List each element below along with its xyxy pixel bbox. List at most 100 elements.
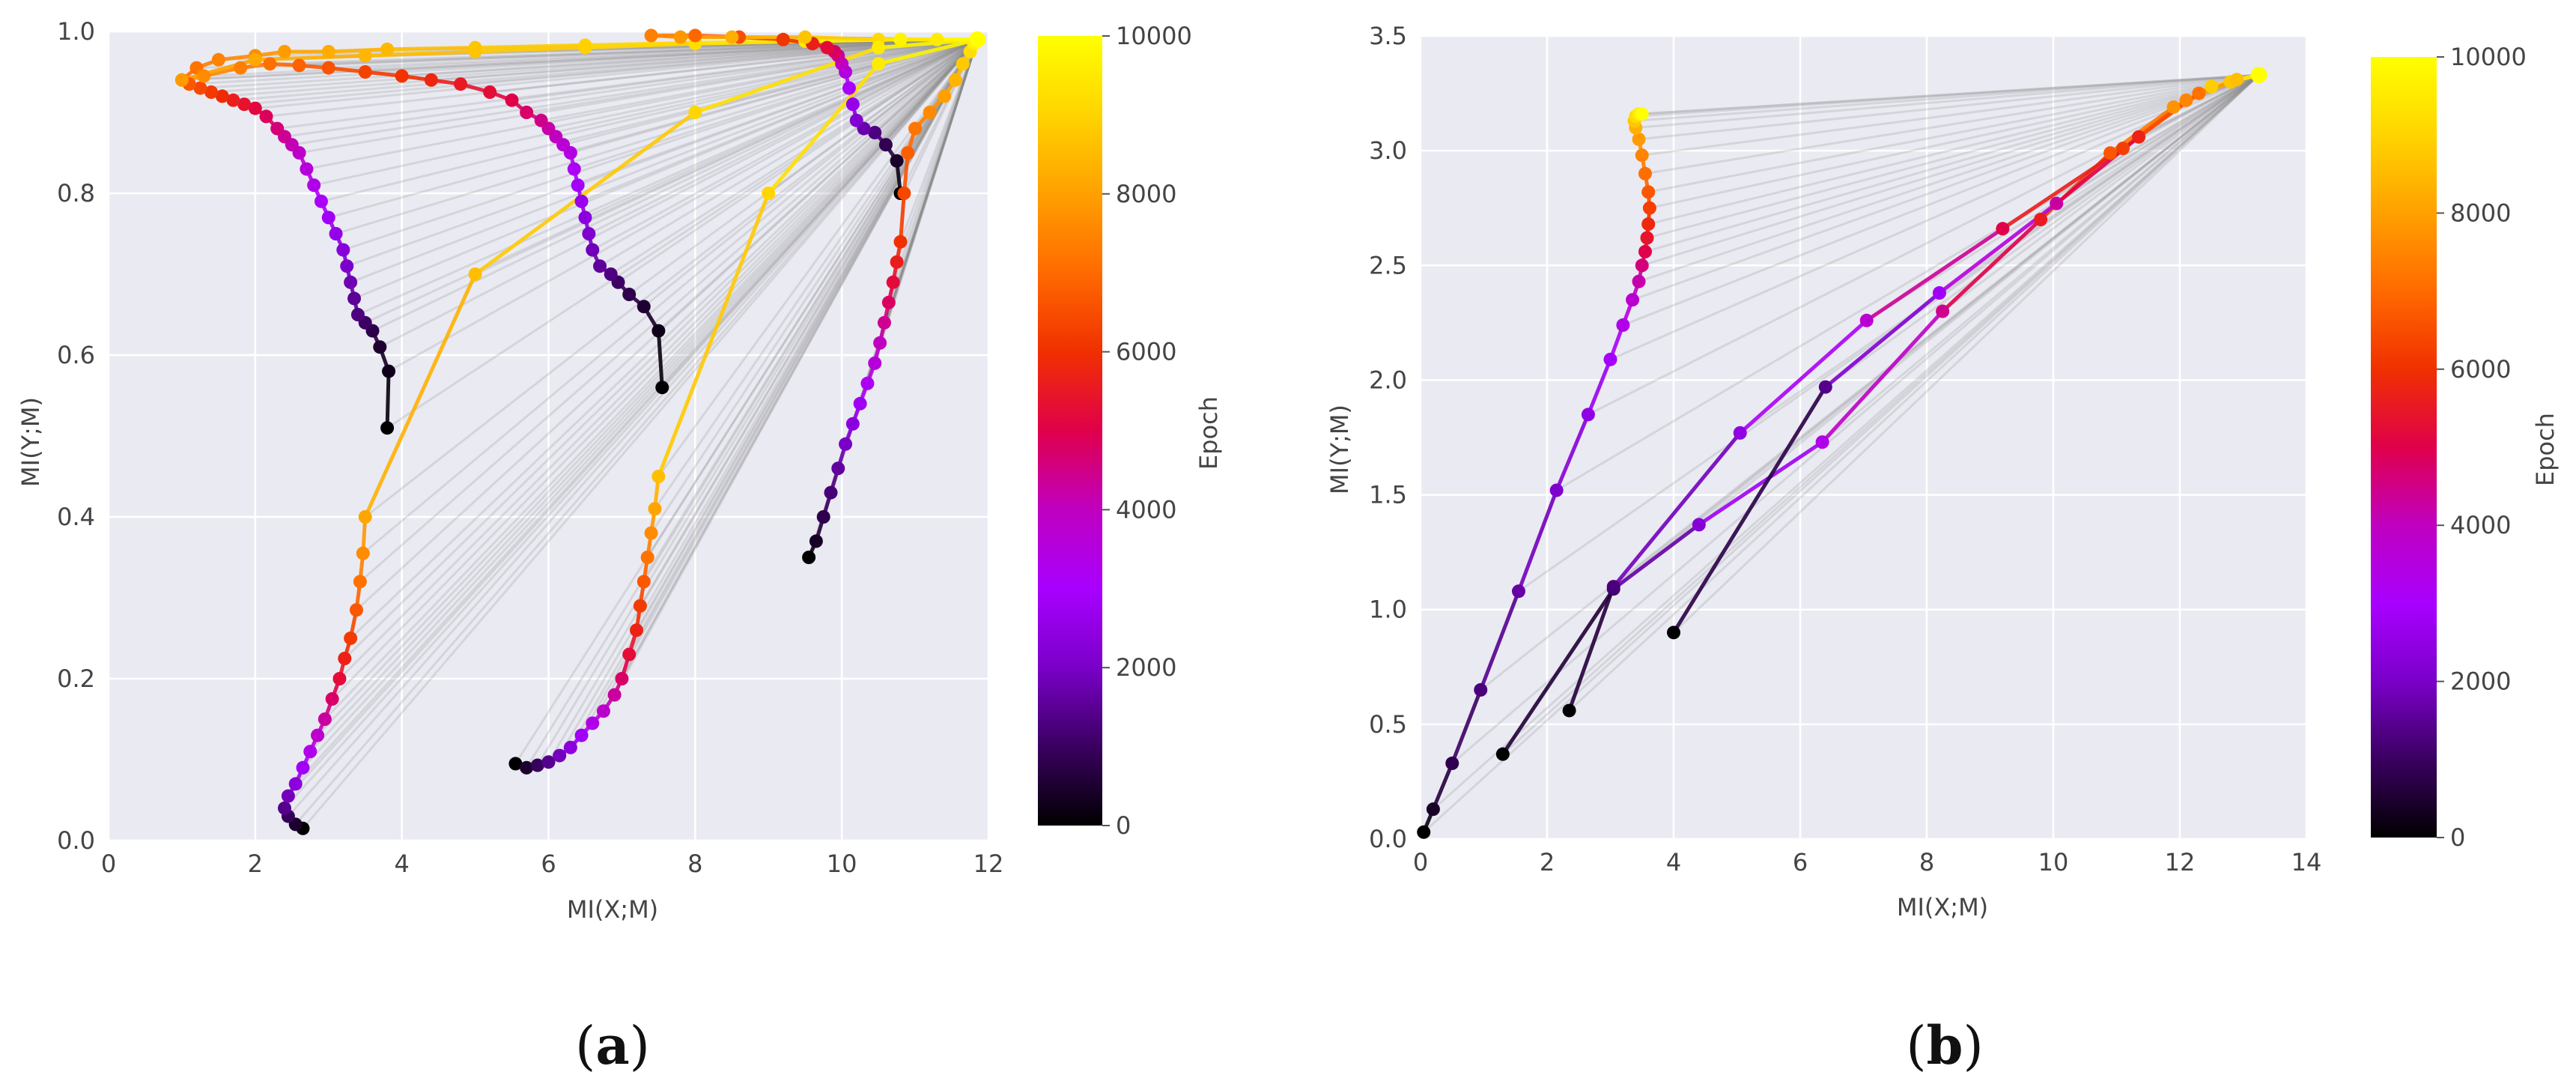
panel-a-colorbar-tick-label: 2000 bbox=[1116, 653, 1176, 682]
panel-a-data-point bbox=[816, 510, 830, 524]
panel-a-data-point bbox=[349, 603, 363, 617]
panel-a-connector-line bbox=[287, 38, 979, 797]
panel-a-data-point bbox=[831, 461, 845, 476]
panel-b-connector-line bbox=[1635, 73, 2259, 130]
panel-a-data-point bbox=[897, 187, 911, 200]
panel-b-data-point bbox=[1616, 318, 1630, 332]
panel-a-data-point bbox=[655, 381, 669, 395]
panel-a-data-point bbox=[336, 243, 350, 257]
panel-b-data-point bbox=[1667, 626, 1680, 640]
panel-a-connector-line bbox=[350, 38, 978, 284]
panel-a-connector-line bbox=[181, 38, 978, 82]
panel-b-data-point bbox=[1932, 286, 1946, 300]
panel-a-x-tick-label: 12 bbox=[973, 850, 1004, 878]
panel-b-connector-line bbox=[1641, 73, 2259, 115]
panel-a-label: (a) bbox=[575, 1014, 650, 1077]
panel-a-data-point bbox=[468, 45, 482, 58]
panel-a-connector-line bbox=[244, 38, 978, 106]
panel-b-connector-line bbox=[1612, 73, 2260, 590]
panel-a-colorbar-tick-label: 10000 bbox=[1116, 22, 1192, 50]
panel-a-colorbar-tick-label: 4000 bbox=[1116, 495, 1176, 524]
panel-a-data-point bbox=[574, 194, 589, 208]
panel-a-trajectory-segment bbox=[899, 193, 906, 242]
panel-a-data-point bbox=[340, 259, 354, 273]
panel-b-colorbar-gradient bbox=[2371, 57, 2437, 838]
panel-b-trajectory-segment bbox=[1501, 587, 1615, 756]
panel-b-connector-line bbox=[1612, 73, 2260, 588]
panel-b-data-point bbox=[1638, 166, 1652, 181]
panel-a-connector-line bbox=[873, 39, 979, 364]
panel-b-data-point bbox=[1641, 185, 1656, 199]
panel-b-data-point bbox=[1642, 201, 1656, 215]
panel-a-connector-line bbox=[357, 38, 978, 316]
panel-b-x-tick-label: 8 bbox=[1919, 848, 1934, 876]
panel-a-data-point bbox=[174, 73, 189, 87]
panel-a-connector-line bbox=[541, 38, 978, 122]
panel-b-connector-line bbox=[1423, 73, 2260, 833]
panel-a-data-point bbox=[762, 187, 776, 200]
panel-a-connector-line bbox=[490, 38, 978, 94]
panel-b-axes: 0 2 4 6 8 10 12 14 0.0 0.5 1.0 1.5 2.0 2.5 3.0 3.5 bbox=[1369, 22, 2321, 876]
panel-a-trajectory-segment bbox=[387, 46, 476, 52]
panel-a-connector-line bbox=[592, 38, 979, 251]
panel-a-data-point bbox=[878, 138, 893, 152]
panel-a-data-point bbox=[373, 340, 387, 354]
panel-b-y-tick-label: 1.0 bbox=[1369, 596, 1407, 624]
panel-a-data-point bbox=[615, 672, 629, 685]
panel-a-data-point bbox=[802, 551, 816, 564]
panel-a-connector-line bbox=[181, 38, 978, 82]
panel-a-data-point bbox=[574, 728, 589, 742]
panel-a-y-tick-label: 0.6 bbox=[57, 341, 95, 369]
panel-a-connector-line bbox=[848, 38, 978, 90]
panel-a-trajectory-segment bbox=[474, 110, 696, 276]
panel-b-connector-line bbox=[1622, 73, 2260, 327]
panel-a-data-point bbox=[350, 308, 365, 321]
panel-a-data-point bbox=[890, 255, 904, 269]
panel-a-data-point bbox=[644, 526, 658, 540]
panel-b-data-point bbox=[1815, 435, 1829, 449]
panel-b-data-point bbox=[1635, 107, 1649, 121]
panel-a-colorbar-tick-label: 6000 bbox=[1116, 338, 1176, 366]
panel-b-trajectory-segment bbox=[1824, 291, 1941, 389]
panel-b-trajectory-segment bbox=[1671, 386, 1827, 634]
panel-b-data-point bbox=[2034, 213, 2048, 227]
panel-b-trajectory-segment bbox=[1698, 440, 1823, 527]
panel-b-trajectory-segment bbox=[1820, 309, 1944, 443]
panel-a-connector-line bbox=[574, 38, 978, 171]
panel-b-colorbar-label: Epoch bbox=[2531, 413, 2560, 486]
panel-a-connector-line bbox=[200, 38, 978, 90]
panel-b-connector-line bbox=[1942, 73, 2260, 312]
panel-a-data-point bbox=[508, 757, 523, 771]
panel-a-data-point bbox=[380, 421, 395, 435]
panel-a-data-point bbox=[505, 93, 519, 107]
panel-a-data-point bbox=[356, 546, 370, 560]
panel-a-data-point bbox=[908, 121, 923, 136]
panel-a-connector-line bbox=[883, 39, 979, 324]
panel-a-data-point bbox=[278, 45, 291, 58]
panel-a-trajectory-segment bbox=[585, 41, 696, 50]
panel-b-label-letter: b bbox=[1927, 1014, 1963, 1077]
panel-a-x-tick-label: 8 bbox=[687, 850, 702, 878]
panel-a-trajectory-segment bbox=[475, 43, 586, 50]
panel-b-connector-line bbox=[1632, 73, 2260, 301]
panel-b-connector-line bbox=[2040, 73, 2260, 221]
panel-a-data-point bbox=[353, 575, 367, 589]
panel-b-data-point bbox=[1562, 703, 1576, 718]
panel-b-trajectory-segment bbox=[1431, 762, 1454, 811]
panel-a-connector-line bbox=[580, 38, 978, 203]
panel-b-connector-line bbox=[2122, 73, 2260, 150]
panel-a-label-open: ( bbox=[575, 1015, 595, 1077]
panel-b-trajectory-segment bbox=[1516, 489, 1559, 593]
panel-b-data-point bbox=[2192, 86, 2206, 100]
panel-a-data-point bbox=[226, 93, 240, 107]
panel-a-x-tick-label: 4 bbox=[394, 850, 409, 878]
panel-a-data-point bbox=[776, 32, 790, 46]
panel-b-connector-line bbox=[1647, 73, 2260, 239]
panel-b-data-point bbox=[1426, 802, 1440, 817]
panel-a-data-point bbox=[868, 356, 882, 370]
panel-b-data-point bbox=[1818, 380, 1832, 394]
panel-b-data-point bbox=[1549, 483, 1564, 497]
panel-b-data-point bbox=[1417, 825, 1431, 839]
panel-a-data-point bbox=[648, 502, 662, 516]
panel-a-label-letter: a bbox=[595, 1014, 629, 1077]
